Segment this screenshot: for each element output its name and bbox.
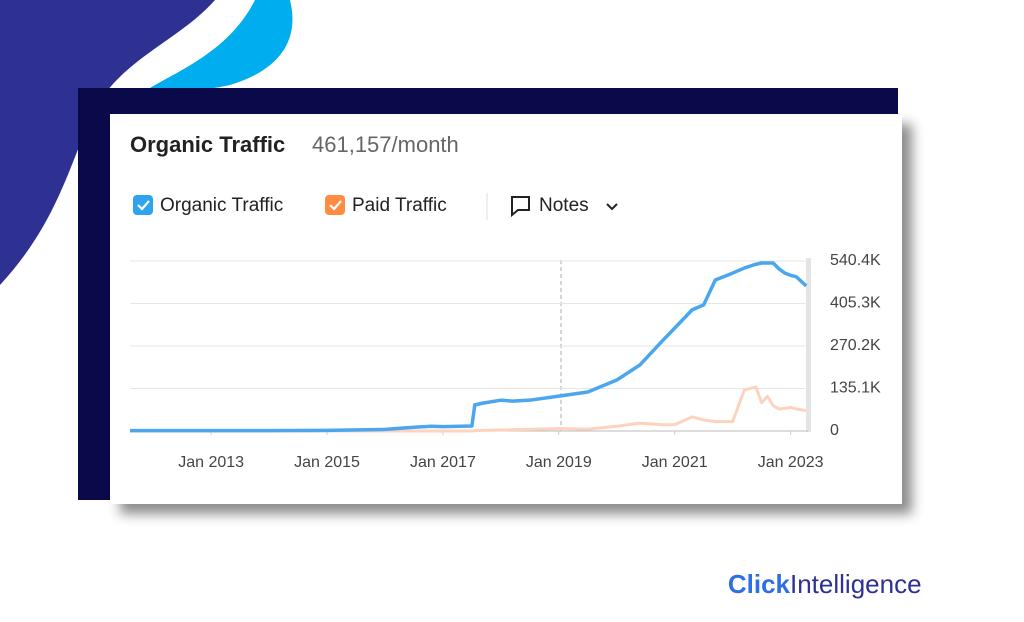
card bbox=[110, 114, 902, 504]
range-handle bbox=[806, 258, 811, 432]
legend-item[interactable]: Paid Traffic bbox=[325, 195, 447, 216]
legend-checkbox bbox=[133, 195, 153, 215]
checkmark bbox=[137, 200, 150, 211]
notes-button[interactable]: Notes bbox=[511, 195, 618, 218]
legend-label: Organic Traffic bbox=[160, 195, 283, 216]
blob-navy bbox=[0, 0, 215, 285]
x-tick-label: Jan 2023 bbox=[758, 454, 824, 471]
chevron bbox=[606, 203, 618, 211]
notes-icon bbox=[511, 196, 530, 218]
y-tick-label: 405.3K bbox=[830, 295, 881, 312]
header-value: 461,157/month bbox=[312, 132, 459, 157]
y-tick-label: 270.2K bbox=[830, 337, 881, 354]
y-tick-label: 0 bbox=[830, 422, 839, 439]
x-tick-label: Jan 2017 bbox=[410, 454, 476, 471]
x-tick-label: Jan 2013 bbox=[178, 454, 244, 471]
series-line bbox=[130, 385, 807, 433]
header-title: Organic Traffic bbox=[130, 132, 285, 157]
x-tick-label: Jan 2015 bbox=[294, 454, 360, 471]
y-tick-label: 135.1K bbox=[830, 380, 881, 397]
checkmark bbox=[329, 200, 342, 211]
legend-checkbox bbox=[325, 195, 345, 215]
brand-rest: Intelligence bbox=[790, 569, 922, 599]
y-tick-label: 540.4K bbox=[830, 252, 881, 269]
x-tick-label: Jan 2021 bbox=[642, 454, 708, 471]
brand-bold: Click bbox=[728, 569, 791, 599]
legend-label: Paid Traffic bbox=[352, 195, 447, 216]
notes-label: Notes bbox=[539, 195, 589, 216]
series-line bbox=[130, 261, 808, 433]
x-tick-label: Jan 2019 bbox=[526, 454, 592, 471]
blob-blue bbox=[150, 0, 293, 90]
legend-item[interactable]: Organic Traffic bbox=[133, 195, 283, 216]
